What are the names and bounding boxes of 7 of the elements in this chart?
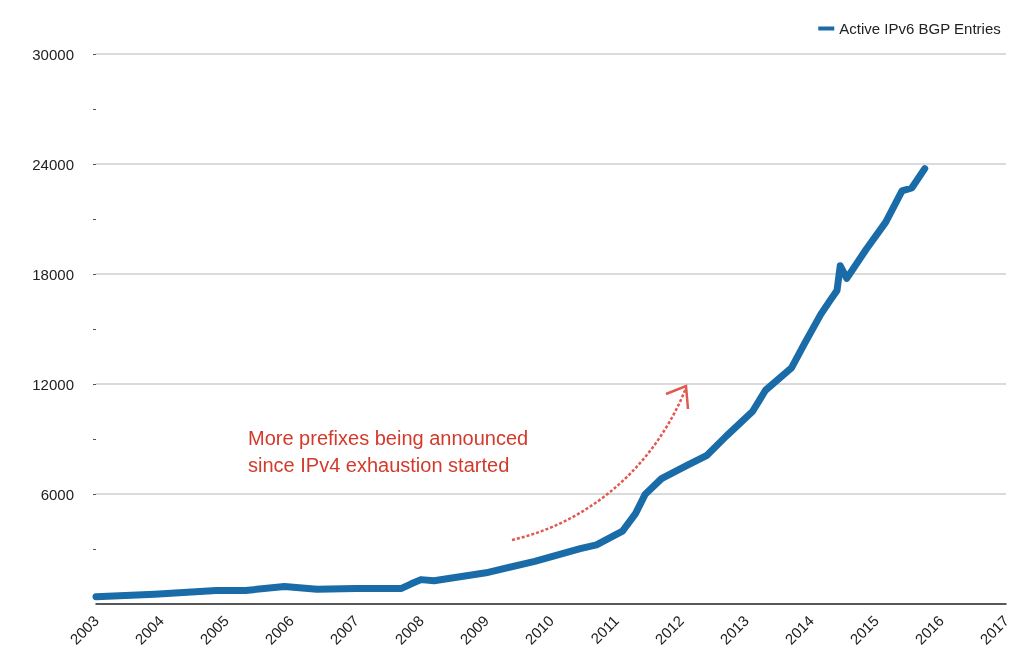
y-tick-label: 12000: [32, 375, 74, 393]
y-tick-label: 30000: [32, 45, 74, 63]
y-tick-label: 24000: [32, 155, 74, 173]
annotation: More prefixes being announced since IPv4 exhaustion started: [248, 426, 529, 476]
legend-label: Active IPv6 BGP Entries: [839, 20, 1001, 37]
y-tick-label: 6000: [40, 485, 74, 503]
y-tick-label: 18000: [32, 265, 74, 283]
